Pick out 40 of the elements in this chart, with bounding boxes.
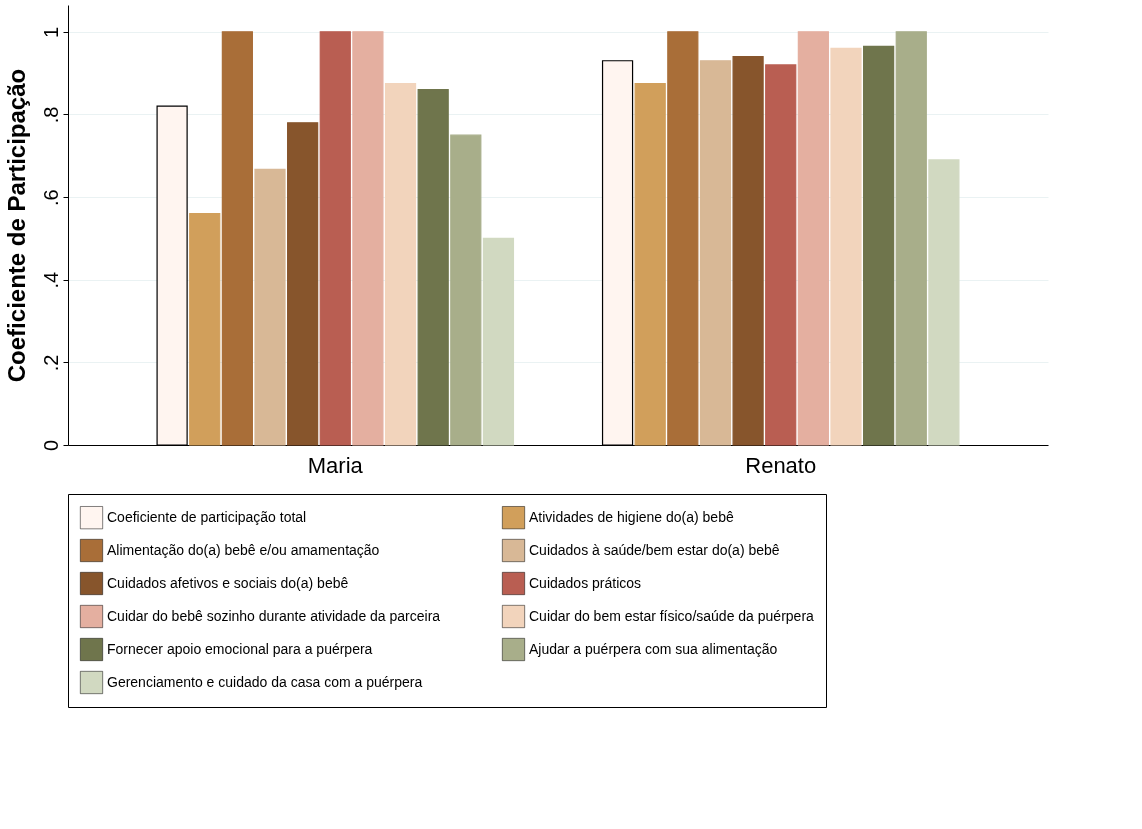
y-tick-label: 1 bbox=[39, 26, 62, 38]
y-tick-label: 0 bbox=[39, 439, 62, 452]
bar bbox=[732, 56, 764, 446]
bar bbox=[189, 213, 221, 446]
bar bbox=[384, 82, 417, 446]
legend-label: Cuidados práticos bbox=[529, 574, 642, 591]
legend-label: Cuidados afetivos e sociais do(a) bebê bbox=[107, 574, 349, 591]
bar bbox=[319, 31, 351, 446]
legend-label: Cuidar do bebê sozinho durante atividade da parceira bbox=[107, 607, 441, 624]
bar bbox=[450, 134, 482, 446]
legend-label: Cuidados à saúde/bem estar do(a) bebê bbox=[529, 541, 780, 558]
bar bbox=[797, 31, 829, 446]
x-tick-label: Renato bbox=[745, 452, 817, 478]
bar bbox=[254, 168, 286, 446]
x-tick-label: Maria bbox=[307, 452, 364, 478]
bar bbox=[352, 31, 384, 446]
legend-label: Gerenciamento e cuidado da casa com a puérpera bbox=[107, 673, 423, 690]
bar bbox=[830, 47, 862, 446]
legend-label: Alimentação do(a) bebê e/ou amamentação bbox=[107, 541, 380, 558]
bar bbox=[482, 237, 515, 446]
bar bbox=[895, 31, 927, 446]
legend-label: Fornecer apoio emocional para a puérpera bbox=[107, 640, 373, 657]
y-tick-label: .2 bbox=[39, 354, 62, 372]
bar bbox=[417, 89, 449, 446]
y-tick-label: .4 bbox=[39, 271, 62, 289]
bar bbox=[863, 45, 895, 446]
y-axis-title: Coeficiente de Participação bbox=[2, 68, 30, 383]
legend-label: Ajudar a puérpera com sua alimentação bbox=[529, 640, 778, 657]
legend-label: Cuidar do bem estar físico/saúde da puérpera bbox=[529, 607, 815, 624]
bar bbox=[667, 31, 699, 446]
bar bbox=[765, 64, 797, 446]
bar bbox=[928, 159, 960, 446]
y-tick-label: .6 bbox=[39, 189, 62, 206]
y-tick-label: .8 bbox=[39, 106, 62, 124]
bar bbox=[699, 60, 732, 446]
bar bbox=[221, 31, 253, 446]
legend-label: Coeficiente de participação total bbox=[107, 508, 307, 525]
legend-label: Atividades de higiene do(a) bebê bbox=[529, 508, 734, 525]
bar bbox=[634, 82, 666, 446]
bar bbox=[287, 122, 319, 446]
